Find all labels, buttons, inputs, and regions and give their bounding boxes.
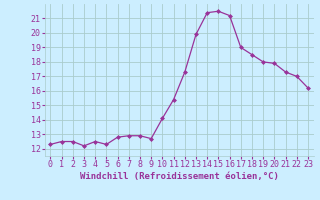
X-axis label: Windchill (Refroidissement éolien,°C): Windchill (Refroidissement éolien,°C)	[80, 172, 279, 181]
